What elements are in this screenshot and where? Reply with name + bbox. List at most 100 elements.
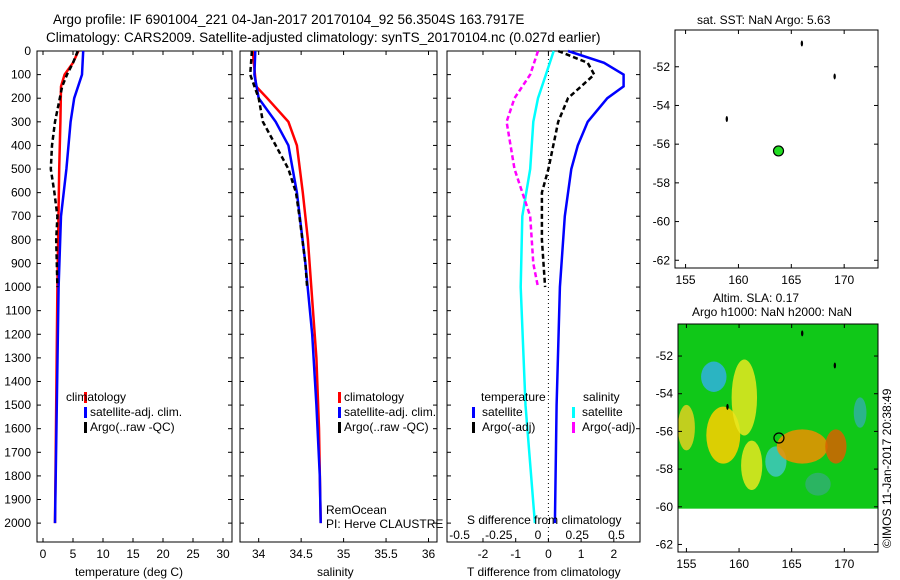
x-tick-label: 0 — [545, 547, 552, 561]
salinity-xlabel: salinity — [317, 565, 354, 579]
lat-tick-label: -62 — [653, 253, 671, 267]
float-marker — [833, 73, 836, 80]
s-diff-tick-label: 0 — [535, 528, 542, 542]
depth-tick-label: 1700 — [4, 445, 31, 459]
legend-swatch — [572, 422, 575, 433]
depth-tick-label: 1300 — [4, 351, 31, 365]
panel-frame-difference — [446, 50, 641, 543]
depth-tick-label: 200 — [11, 91, 31, 105]
lat-tick-label: -60 — [653, 215, 671, 229]
s-diff-tick-label: 0.25 — [566, 528, 590, 542]
float-marker — [833, 362, 837, 369]
sla-anomaly — [853, 397, 867, 428]
lat-tick-label: -58 — [656, 462, 674, 476]
lon-tick-label: 165 — [782, 557, 802, 571]
x-tick-label: 0 — [40, 547, 47, 561]
depth-tick-label: 1200 — [4, 327, 31, 341]
float-marker — [725, 116, 729, 123]
float-marker — [801, 330, 804, 337]
series-t-argo-adj- — [540, 49, 596, 288]
lon-tick-label: 170 — [834, 273, 854, 287]
map-frame-sla-map — [677, 323, 879, 553]
lat-tick-label: -62 — [656, 537, 674, 551]
legend-swatch — [572, 407, 575, 418]
float-marker — [800, 40, 804, 47]
lat-tick-label: -56 — [653, 137, 671, 151]
title-line-1: Argo profile: IF 6901004_221 04-Jan-2017… — [53, 12, 524, 27]
sla-anomaly — [706, 406, 741, 464]
x-tick-label: 10 — [96, 547, 110, 561]
temperature-xlabel: temperature (deg C) — [75, 565, 183, 579]
x-tick-label: 15 — [126, 547, 140, 561]
lon-tick-label: 165 — [781, 273, 801, 287]
depth-tick-label: 1800 — [4, 469, 31, 483]
depth-tick-label: 1400 — [4, 374, 31, 388]
legend-swatch — [84, 407, 87, 418]
credit-label: ©IMOS 11-Jan-2017 20:38:49 — [880, 388, 894, 548]
lon-tick-label: 155 — [676, 273, 696, 287]
x-tick-label: 35 — [337, 547, 351, 561]
diff-legend-s-sat: satellite — [582, 405, 623, 419]
diff-legend-s-argo: Argo(-adj) — [582, 420, 635, 434]
s-diff-tick-label: -0.5 — [449, 528, 470, 542]
series-argo-raw-qc- — [248, 50, 309, 288]
depth-tick-label: 1000 — [4, 280, 31, 294]
sla-heatmap — [678, 324, 878, 509]
panel-frame-salinity — [239, 50, 438, 543]
legend-swatch — [472, 407, 475, 418]
x-tick-label: 20 — [156, 547, 170, 561]
sla-anomaly — [805, 472, 831, 496]
t-legend-2: satellite-adj. clim. — [90, 405, 182, 419]
t-legend-3: Argo(..raw -QC) — [90, 420, 175, 434]
title-line-2: Climatology: CARS2009. Satellite-adjuste… — [46, 30, 601, 45]
x-tick-label: -2 — [478, 547, 489, 561]
depth-tick-label: 0 — [24, 44, 31, 58]
s-legend-1: climatology — [344, 390, 404, 404]
float-marker — [726, 403, 729, 410]
panel-frame-temperature — [36, 50, 233, 543]
series-climatology — [251, 50, 322, 524]
depth-tick-label: 1100 — [5, 304, 31, 318]
remocean-label: RemOcean — [326, 503, 387, 517]
sla-anomaly — [741, 440, 763, 491]
x-tick-label: 34.5 — [289, 547, 313, 561]
s-diff-tick-label: -0.25 — [485, 528, 513, 542]
diff-legend-temp-title: temperature — [481, 390, 546, 404]
series-s-satellite — [519, 50, 555, 524]
argo-position-marker — [773, 432, 785, 444]
depth-tick-label: 600 — [11, 186, 31, 200]
sla-anomaly — [731, 359, 758, 436]
lat-tick-label: -56 — [656, 424, 674, 438]
legend-swatch — [338, 407, 341, 418]
depth-tick-label: 800 — [11, 233, 31, 247]
depth-tick-label: 1900 — [4, 493, 31, 507]
sla-map-title-2: Argo h1000: NaN h2000: NaN — [692, 305, 852, 319]
sla-anomaly — [701, 361, 727, 392]
legend-swatch — [472, 422, 475, 433]
map-frame-sst-map — [674, 29, 879, 269]
lat-tick-label: -52 — [653, 60, 671, 74]
x-tick-label: 34 — [252, 547, 266, 561]
sla-anomaly — [825, 429, 847, 464]
sla-map-title-1: Altim. SLA: 0.17 — [713, 291, 799, 305]
lon-tick-label: 160 — [728, 273, 748, 287]
sla-anomaly — [678, 404, 695, 451]
lat-tick-label: -60 — [656, 500, 674, 514]
lon-tick-label: 155 — [676, 557, 696, 571]
s-legend-2: satellite-adj. clim. — [344, 405, 436, 419]
series-satellite-adj-clim- — [253, 50, 322, 524]
s-diff-tick-label: 0.5 — [608, 528, 625, 542]
lat-tick-label: -58 — [653, 176, 671, 190]
diff-legend-t-argo: Argo(-adj) — [482, 420, 535, 434]
depth-tick-label: 100 — [11, 68, 31, 82]
legend-swatch — [338, 392, 341, 403]
x-tick-label: 36 — [422, 547, 436, 561]
legend-swatch — [84, 392, 87, 403]
series-t-satellite — [553, 49, 625, 524]
lon-tick-label: 170 — [834, 557, 854, 571]
argo-position-marker — [772, 145, 785, 157]
t-diff-xlabel: T difference from climatology — [467, 565, 621, 579]
x-tick-label: 30 — [216, 547, 230, 561]
x-tick-label: 5 — [70, 547, 77, 561]
lat-tick-label: -52 — [656, 349, 674, 363]
